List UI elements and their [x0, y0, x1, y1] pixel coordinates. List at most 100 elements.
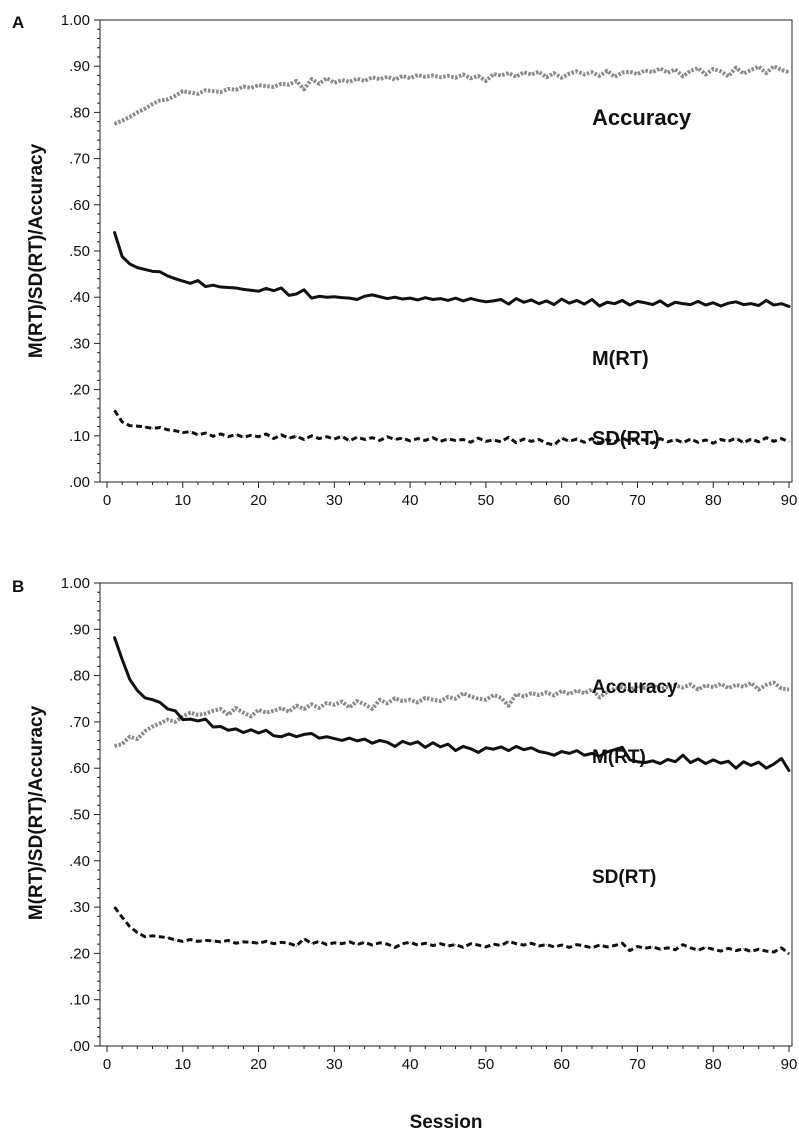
data-point [697, 688, 699, 691]
data-point [144, 268, 146, 271]
data-point [652, 760, 654, 762]
data-point [462, 300, 464, 302]
data-point [364, 703, 366, 705]
data-point [197, 720, 199, 722]
x-tick-label: 10 [174, 1056, 191, 1073]
data-point [712, 68, 714, 70]
data-point [568, 946, 570, 948]
data-point [250, 289, 252, 291]
data-point [568, 693, 570, 695]
data-point [356, 944, 358, 946]
data-point [295, 736, 298, 738]
data-point [121, 421, 123, 423]
data-point [174, 721, 176, 723]
data-point [598, 944, 601, 946]
data-point [273, 290, 275, 292]
data-point [780, 437, 783, 440]
data-point [242, 436, 244, 438]
data-point [742, 761, 745, 763]
data-point [553, 303, 555, 306]
data-point [174, 278, 176, 280]
data-point [280, 707, 282, 709]
data-point [500, 74, 502, 77]
data-point [674, 761, 676, 763]
data-point [129, 925, 131, 928]
data-point [144, 426, 146, 428]
data-point [636, 685, 639, 687]
data-point [682, 75, 684, 77]
data-point [318, 940, 320, 942]
data-point [409, 77, 411, 79]
series-m-rt [113, 231, 791, 308]
y-tick-label: .50 [69, 807, 90, 824]
y-axis-title: M(RT)/SD(RT)/Accuracy [26, 705, 47, 920]
data-point [697, 441, 699, 443]
data-point [576, 299, 578, 302]
data-point [121, 916, 123, 918]
data-point [735, 950, 737, 952]
data-point [561, 77, 563, 79]
data-point [167, 718, 169, 721]
data-point [424, 746, 426, 748]
data-point [788, 441, 790, 443]
data-point [454, 77, 457, 79]
data-point [591, 298, 593, 301]
data-point [113, 906, 116, 908]
y-tick-label: 1.00 [61, 575, 90, 592]
data-point [758, 761, 760, 763]
data-point [288, 84, 290, 86]
data-point [356, 700, 358, 702]
data-point [288, 733, 290, 735]
data-point [212, 940, 214, 942]
data-point [583, 692, 586, 694]
data-point [644, 687, 646, 689]
data-point [280, 941, 282, 943]
data-point [765, 72, 767, 74]
data-point [333, 82, 335, 84]
data-point [204, 718, 207, 720]
data-point [257, 436, 260, 438]
data-point [280, 736, 282, 738]
data-point [667, 441, 669, 443]
data-point [788, 953, 790, 955]
data-point [629, 304, 631, 306]
data-point [151, 725, 154, 728]
data-point [667, 305, 669, 307]
series-line [113, 64, 790, 126]
data-point [273, 437, 275, 440]
data-point [371, 76, 373, 78]
data-point [295, 705, 298, 707]
data-point [545, 944, 548, 946]
data-point [129, 736, 131, 738]
data-point [780, 303, 783, 305]
data-point [591, 71, 593, 73]
data-point [705, 73, 707, 76]
data-point [568, 302, 570, 304]
data-point [144, 697, 146, 699]
data-point [129, 263, 131, 265]
data-point [439, 746, 442, 748]
data-point [121, 743, 123, 745]
data-point [159, 99, 161, 101]
data-point [742, 442, 745, 444]
data-point [333, 438, 335, 440]
data-point [250, 87, 252, 89]
x-axis-title: Session [410, 1112, 483, 1133]
series-line [113, 636, 791, 773]
data-point [401, 700, 404, 702]
data-point [356, 298, 358, 301]
data-point [371, 944, 373, 946]
data-point [447, 945, 449, 947]
data-point [735, 66, 737, 69]
data-point [742, 948, 745, 950]
data-point [470, 943, 472, 945]
data-point [523, 749, 525, 751]
data-point [758, 66, 760, 68]
data-point [568, 440, 570, 442]
data-point [462, 946, 464, 948]
data-point [121, 658, 123, 660]
data-point [598, 696, 601, 698]
data-point [598, 75, 601, 77]
data-point [674, 68, 676, 71]
data-point [265, 940, 267, 942]
